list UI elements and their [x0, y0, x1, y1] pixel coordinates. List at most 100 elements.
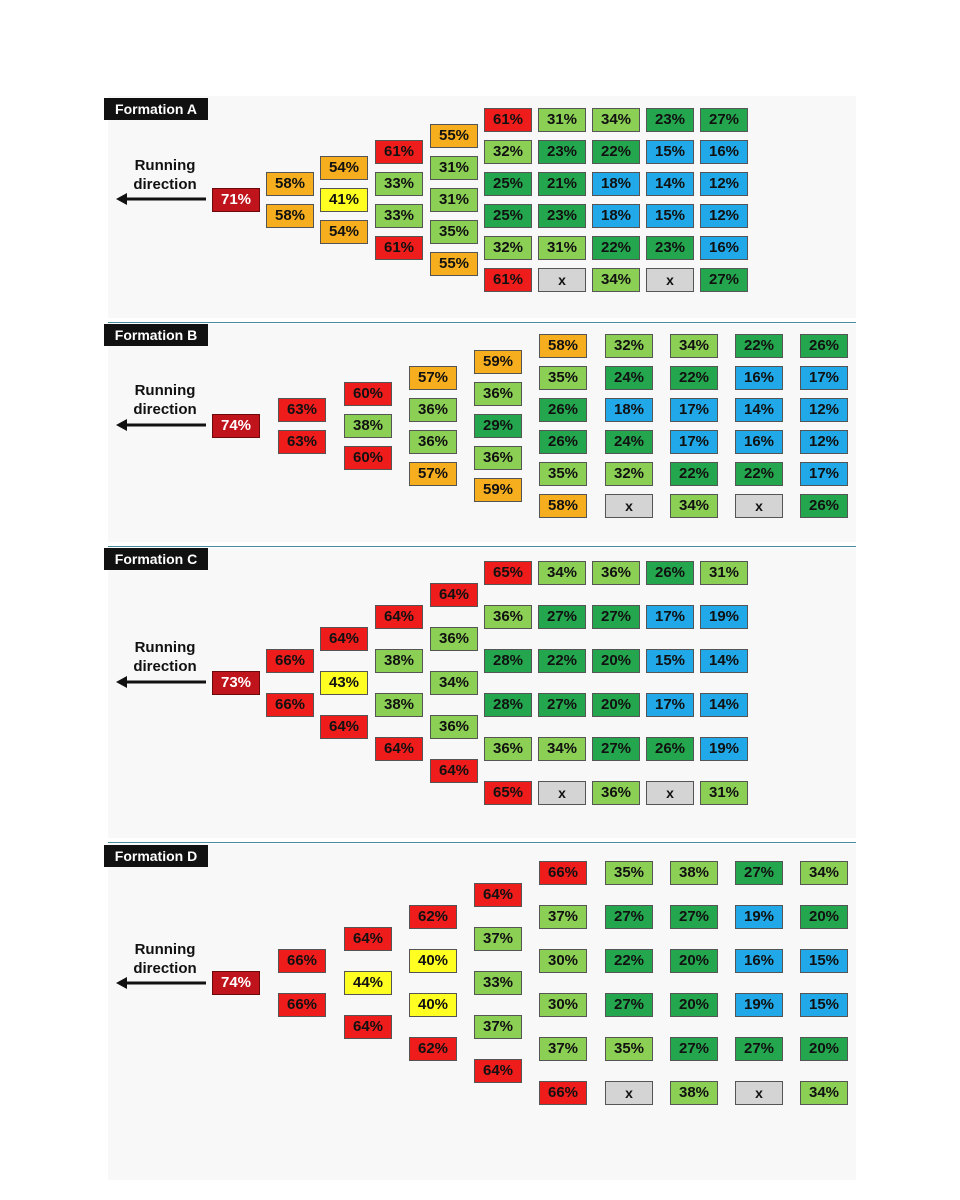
percentage-cell: 37%: [539, 905, 587, 929]
percentage-cell: 17%: [800, 366, 848, 390]
percentage-cell: 37%: [539, 1037, 587, 1061]
percentage-cell: 36%: [430, 627, 478, 651]
percentage-cell: 27%: [592, 737, 640, 761]
percentage-cell: 61%: [484, 268, 532, 292]
percentage-cell: 43%: [320, 671, 368, 695]
percentage-cell: 25%: [484, 204, 532, 228]
percentage-cell: 16%: [735, 366, 783, 390]
empty-slot-marker: x: [538, 781, 586, 805]
empty-slot-marker: x: [735, 1081, 783, 1105]
percentage-cell: 19%: [735, 993, 783, 1017]
percentage-cell: 73%: [212, 671, 260, 695]
left-arrow-icon: [116, 676, 206, 688]
percentage-cell: 66%: [278, 993, 326, 1017]
percentage-cell: 18%: [592, 204, 640, 228]
percentage-cell: 32%: [605, 462, 653, 486]
running-direction-label: Running direction: [122, 156, 208, 194]
percentage-cell: 66%: [278, 949, 326, 973]
percentage-cell: 63%: [278, 430, 326, 454]
percentage-cell: 18%: [605, 398, 653, 422]
percentage-cell: 17%: [800, 462, 848, 486]
percentage-cell: 14%: [700, 693, 748, 717]
percentage-cell: 61%: [375, 140, 423, 164]
percentage-cell: 64%: [474, 883, 522, 907]
percentage-cell: 34%: [592, 108, 640, 132]
percentage-cell: 33%: [375, 204, 423, 228]
percentage-cell: 54%: [320, 156, 368, 180]
percentage-cell: 15%: [800, 993, 848, 1017]
percentage-cell: 64%: [320, 627, 368, 651]
percentage-cell: 35%: [605, 1037, 653, 1061]
percentage-cell: 34%: [800, 1081, 848, 1105]
percentage-cell: 20%: [670, 949, 718, 973]
percentage-cell: 27%: [538, 693, 586, 717]
percentage-cell: 34%: [670, 494, 718, 518]
percentage-cell: 58%: [266, 172, 314, 196]
percentage-cell: 18%: [592, 172, 640, 196]
running-direction-line-2: direction: [133, 176, 197, 193]
left-arrow-icon: [116, 419, 206, 431]
percentage-cell: 36%: [474, 446, 522, 470]
percentage-cell: 15%: [646, 649, 694, 673]
percentage-cell: 33%: [474, 971, 522, 995]
percentage-cell: 66%: [266, 649, 314, 673]
left-arrow-icon: [116, 977, 206, 989]
percentage-cell: 28%: [484, 693, 532, 717]
running-direction-line-1: Running: [134, 941, 196, 958]
left-arrow-icon: [116, 193, 206, 205]
percentage-cell: 35%: [430, 220, 478, 244]
percentage-cell: 30%: [539, 949, 587, 973]
percentage-cell: 23%: [538, 140, 586, 164]
percentage-cell: 32%: [605, 334, 653, 358]
percentage-cell: 36%: [409, 398, 457, 422]
percentage-cell: 34%: [538, 561, 586, 585]
percentage-cell: 36%: [484, 737, 532, 761]
percentage-cell: 58%: [539, 334, 587, 358]
percentage-cell: 34%: [800, 861, 848, 885]
percentage-cell: 61%: [484, 108, 532, 132]
empty-slot-marker: x: [646, 268, 694, 292]
percentage-cell: 38%: [375, 693, 423, 717]
percentage-cell: 64%: [430, 759, 478, 783]
percentage-cell: 27%: [670, 1037, 718, 1061]
percentage-cell: 19%: [700, 737, 748, 761]
running-direction-label: Running direction: [122, 638, 208, 676]
percentage-cell: 22%: [592, 140, 640, 164]
percentage-cell: 22%: [538, 649, 586, 673]
percentage-cell: 16%: [735, 430, 783, 454]
percentage-cell: 17%: [670, 430, 718, 454]
percentage-cell: 35%: [539, 462, 587, 486]
percentage-cell: 15%: [646, 140, 694, 164]
percentage-cell: 31%: [538, 108, 586, 132]
percentage-cell: 25%: [484, 172, 532, 196]
percentage-cell: 66%: [266, 693, 314, 717]
percentage-cell: 59%: [474, 478, 522, 502]
panel-divider: [108, 546, 856, 547]
percentage-cell: 27%: [605, 905, 653, 929]
percentage-cell: 64%: [375, 605, 423, 629]
percentage-cell: 24%: [605, 366, 653, 390]
percentage-cell: 60%: [344, 382, 392, 406]
percentage-cell: 27%: [605, 993, 653, 1017]
percentage-cell: 64%: [375, 737, 423, 761]
percentage-cell: 64%: [320, 715, 368, 739]
percentage-cell: 16%: [700, 140, 748, 164]
percentage-cell: 38%: [344, 414, 392, 438]
running-direction-line-2: direction: [133, 658, 197, 675]
percentage-cell: 36%: [474, 382, 522, 406]
percentage-cell: 27%: [700, 268, 748, 292]
percentage-cell: 34%: [538, 737, 586, 761]
formation-title: Formation B: [104, 324, 208, 346]
percentage-cell: 34%: [592, 268, 640, 292]
empty-slot-marker: x: [605, 494, 653, 518]
panel-divider: [108, 842, 856, 843]
percentage-cell: 57%: [409, 462, 457, 486]
percentage-cell: 44%: [344, 971, 392, 995]
percentage-cell: 14%: [735, 398, 783, 422]
percentage-cell: 12%: [700, 204, 748, 228]
percentage-cell: 65%: [484, 781, 532, 805]
percentage-cell: 21%: [538, 172, 586, 196]
percentage-cell: 58%: [266, 204, 314, 228]
running-direction-label: Running direction: [122, 381, 208, 419]
percentage-cell: 36%: [430, 715, 478, 739]
